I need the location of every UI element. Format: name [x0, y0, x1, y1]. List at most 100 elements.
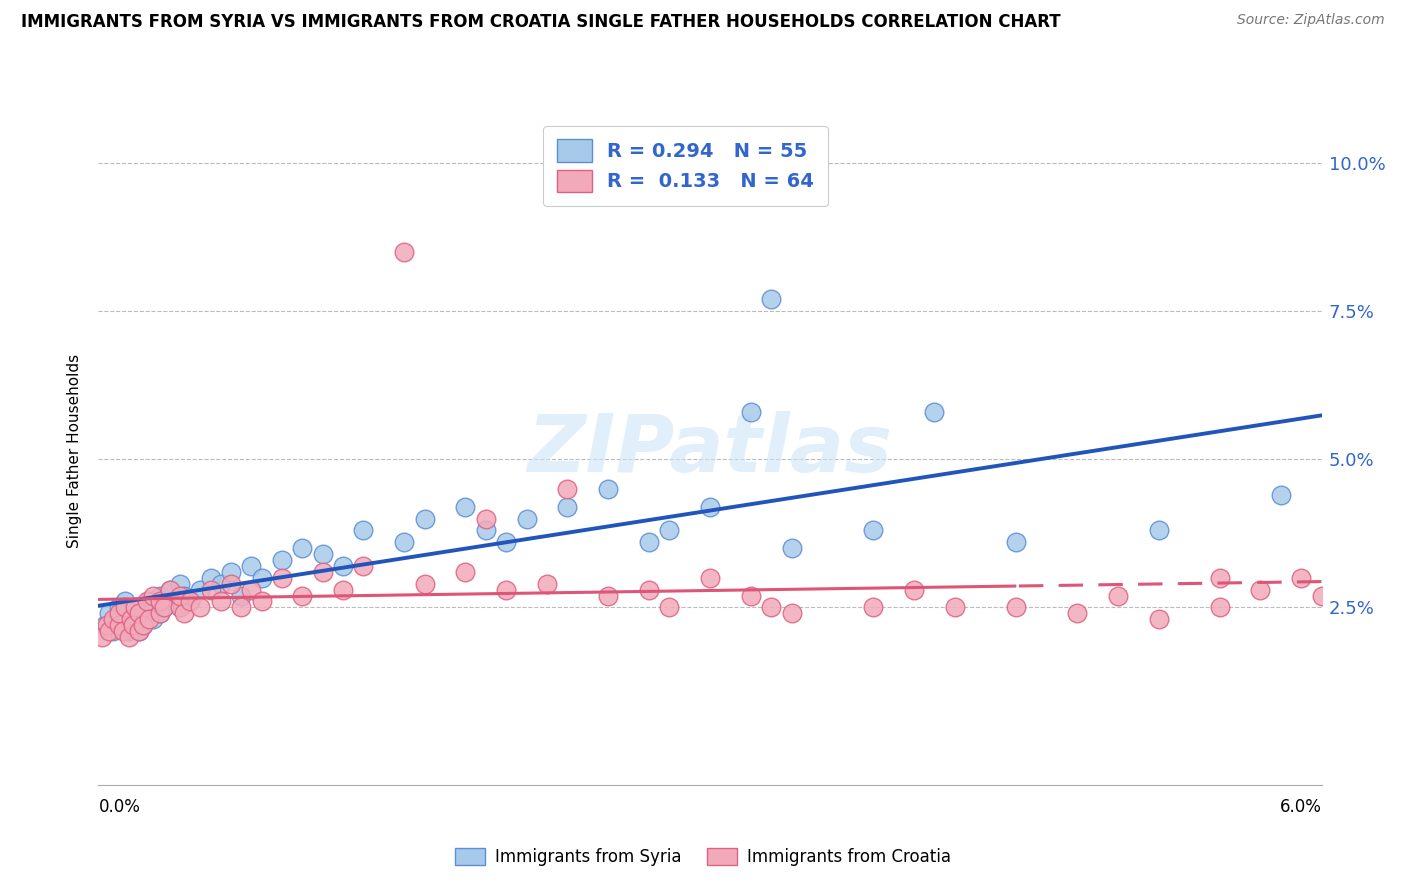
Point: [124, 600, 146, 615]
Point: [93, 618, 115, 632]
Point: [97, 607, 120, 621]
Point: [159, 582, 181, 597]
Point: [108, 618, 131, 632]
Point: [1249, 582, 1271, 597]
Legend: R = 0.294   N = 55, R =  0.133   N = 64: R = 0.294 N = 55, R = 0.133 N = 64: [543, 126, 828, 205]
Point: [516, 511, 538, 525]
Point: [111, 624, 134, 638]
Point: [699, 500, 721, 514]
Point: [152, 600, 174, 615]
Point: [332, 558, 354, 573]
Point: [495, 582, 517, 597]
Point: [454, 565, 477, 579]
Point: [240, 582, 263, 597]
Point: [699, 571, 721, 585]
Point: [101, 624, 124, 638]
Point: [108, 612, 131, 626]
Point: [124, 612, 146, 626]
Point: [1289, 571, 1312, 585]
Point: [740, 589, 762, 603]
Point: [392, 535, 416, 549]
Point: [179, 594, 201, 608]
Point: [311, 565, 335, 579]
Point: [173, 607, 195, 621]
Point: [91, 630, 114, 644]
Point: [250, 594, 273, 608]
Point: [111, 618, 134, 632]
Point: [149, 589, 172, 603]
Point: [120, 607, 142, 621]
Point: [495, 535, 517, 549]
Point: [149, 607, 172, 621]
Point: [114, 600, 136, 615]
Point: [97, 624, 120, 638]
Point: [413, 576, 436, 591]
Point: [598, 482, 620, 496]
Point: [740, 405, 762, 419]
Point: [101, 612, 124, 626]
Point: [169, 576, 191, 591]
Text: 6.0%: 6.0%: [1279, 798, 1322, 816]
Point: [352, 558, 374, 573]
Point: [200, 582, 222, 597]
Point: [250, 571, 273, 585]
Legend: Immigrants from Syria, Immigrants from Croatia: Immigrants from Syria, Immigrants from C…: [447, 840, 959, 875]
Point: [332, 582, 354, 597]
Point: [142, 612, 165, 626]
Point: [270, 571, 292, 585]
Point: [291, 589, 314, 603]
Text: 0.0%: 0.0%: [98, 798, 141, 816]
Point: [122, 618, 145, 632]
Point: [108, 600, 131, 615]
Point: [903, 582, 925, 597]
Point: [1004, 535, 1026, 549]
Point: [658, 524, 681, 538]
Point: [240, 558, 263, 573]
Point: [231, 600, 253, 615]
Point: [132, 618, 155, 632]
Point: [120, 612, 142, 626]
Point: [1147, 612, 1170, 626]
Point: [943, 600, 966, 615]
Point: [96, 618, 118, 632]
Point: [118, 630, 141, 644]
Point: [761, 600, 783, 615]
Point: [780, 607, 803, 621]
Point: [179, 594, 201, 608]
Point: [392, 245, 416, 260]
Point: [118, 624, 141, 638]
Point: [555, 500, 579, 514]
Point: [169, 589, 191, 603]
Point: [1004, 600, 1026, 615]
Point: [555, 482, 579, 496]
Point: [200, 571, 222, 585]
Point: [1147, 524, 1170, 538]
Point: [209, 594, 232, 608]
Point: [219, 576, 242, 591]
Point: [188, 582, 212, 597]
Point: [209, 576, 232, 591]
Point: [128, 624, 150, 638]
Point: [413, 511, 436, 525]
Point: [637, 535, 661, 549]
Point: [1270, 488, 1292, 502]
Point: [136, 607, 159, 621]
Point: [169, 600, 191, 615]
Point: [270, 553, 292, 567]
Point: [159, 582, 181, 597]
Point: [761, 293, 783, 307]
Point: [637, 582, 661, 597]
Point: [780, 541, 803, 556]
Point: [922, 405, 945, 419]
Point: [149, 607, 172, 621]
Point: [128, 624, 150, 638]
Point: [132, 618, 155, 632]
Point: [598, 589, 620, 603]
Point: [149, 594, 172, 608]
Point: [1066, 607, 1088, 621]
Point: [862, 524, 884, 538]
Point: [128, 600, 150, 615]
Point: [136, 594, 159, 608]
Point: [138, 594, 160, 608]
Point: [1310, 589, 1333, 603]
